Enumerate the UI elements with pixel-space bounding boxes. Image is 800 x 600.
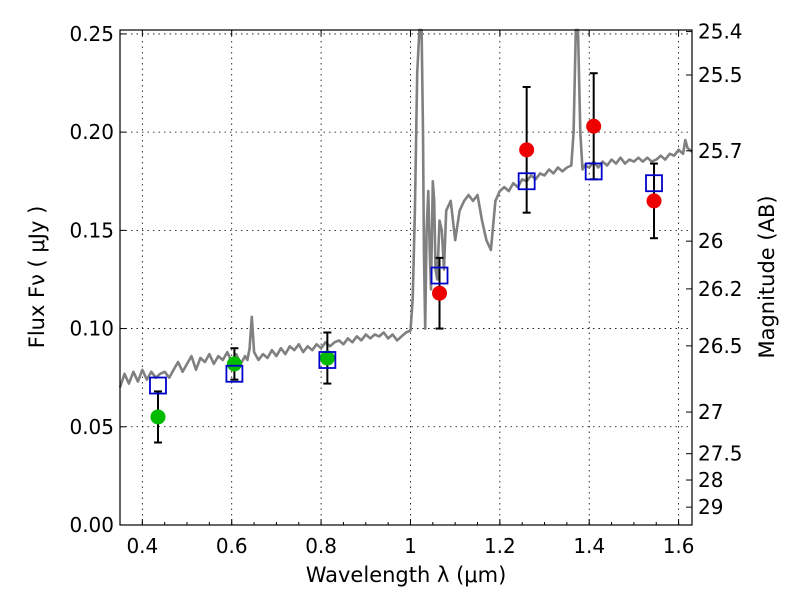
model-point-marker [517,172,536,191]
model-point-marker [430,266,449,285]
right-tick-label: 25.4 [698,20,743,44]
observed-point-marker [226,356,242,372]
right-tick-label: 27.5 [698,442,743,466]
model-point-marker [645,174,663,193]
y-tick-label: 0.20 [69,120,114,144]
x-tick-label: 1.4 [573,534,605,558]
right-tick-label: 25.5 [698,63,743,87]
observed-point-marker [319,350,335,366]
model-spectrum-line [118,28,693,388]
right-tick-label: 26.5 [698,334,743,358]
plot-frame [119,29,693,526]
x-tick-label: 1.2 [484,534,516,558]
right-tick-label: 26 [698,229,723,253]
y-tick-label: 0.05 [69,415,114,439]
x-tick-label: 0.6 [216,534,248,558]
observed-point-marker [646,193,662,209]
observed-point-marker [586,118,602,134]
y-tick-labels: 0.00 0.05 0.10 0.15 0.20 0.25 [69,22,114,537]
tick-layer [120,30,692,526]
y-axis-label: Flux Fν ( μJy ) [25,206,49,349]
y-tick-label: 0.25 [69,22,114,46]
right-tick-label: 29 [698,495,723,519]
y-axis-right-label: Magnitude (AB) [755,195,779,358]
y-tick-label: 0.00 [69,513,114,537]
right-tick-labels: 25.4 25.5 25.7 26 26.2 26.5 27 27.528 29 [698,20,743,520]
observed-point-marker [519,142,535,158]
x-tick-label: 1 [404,534,417,558]
model-point-marker [584,162,603,181]
x-axis-label: Wavelength λ (μm) [306,563,507,587]
right-tick-label: 25.7 [698,139,743,163]
observed-point-marker [432,285,448,301]
spectrum-layer [118,28,693,388]
marker-layer [149,118,663,425]
y-tick-label: 0.15 [69,218,114,242]
right-tick-label: 26.2 [698,277,743,301]
x-tick-labels: 0.4 0.6 0.8 1 1.2 1.4 1.6 [126,534,694,558]
observed-point-marker [150,409,166,425]
x-tick-label: 0.8 [305,534,337,558]
x-tick-label: 0.4 [126,534,158,558]
right-tick-label: 27 [698,400,723,424]
errorbar-layer [153,72,659,444]
model-point-marker [149,376,167,395]
y-tick-label: 0.10 [69,317,114,341]
model-point-marker [225,364,244,383]
right-tick-label: 28 [698,468,723,492]
grid [120,30,692,526]
x-tick-label: 1.6 [663,534,695,558]
model-point-marker [318,351,337,369]
